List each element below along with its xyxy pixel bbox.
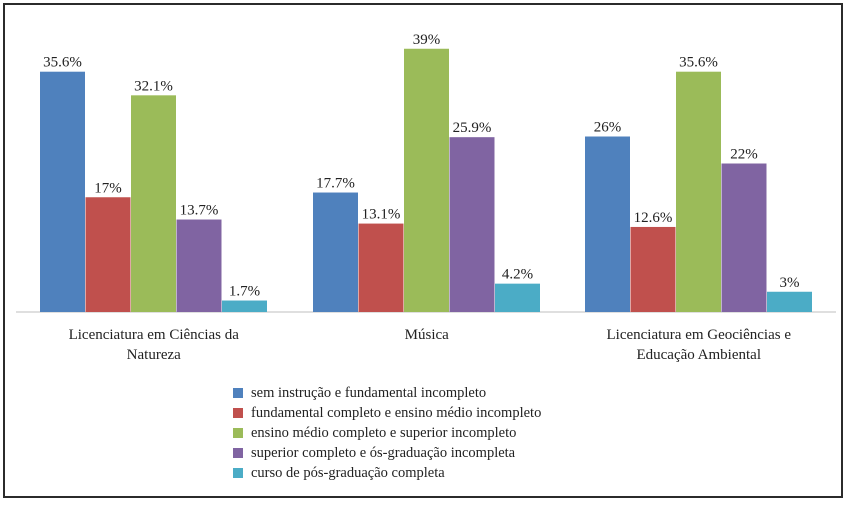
legend-item: sem instrução e fundamental incompleto: [233, 383, 653, 403]
data-label: 35.6%: [679, 55, 718, 71]
legend-swatch: [233, 468, 243, 478]
legend-swatch: [233, 448, 243, 458]
data-label: 4.2%: [502, 267, 533, 283]
legend-item: curso de pós-graduação completa: [233, 463, 653, 483]
bar-licenciatura-em-ciencias-da-natureza-series-2: [85, 197, 131, 312]
legend-item: ensino médio completo e superior incompl…: [233, 423, 653, 443]
legend-swatch: [233, 408, 243, 418]
category-label: Música: [405, 327, 450, 343]
data-label: 12.6%: [634, 210, 673, 226]
bar-licenciatura-em-geociencias-e-educacao-ambiental-series-4: [721, 163, 767, 312]
legend-label: superior completo e ós-graduação incompl…: [251, 444, 516, 461]
data-labels-group: 35.6% 17% 32.1% 13.7% 1.7% 17.7% 13.1% 39% 25.9%…: [43, 32, 799, 300]
legend-swatch: [233, 388, 243, 398]
bar-musica-series-1: [313, 192, 358, 312]
bar-series-group: [40, 48, 812, 312]
legend-label: curso de pós-graduação completa: [251, 464, 445, 481]
bar-licenciatura-em-ciencias-da-natureza-series-3: [131, 95, 176, 312]
bar-licenciatura-em-geociencias-e-educacao-ambiental-series-5: [767, 291, 812, 312]
data-label: 1.7%: [229, 284, 260, 300]
bar-musica-series-3: [404, 48, 449, 312]
bar-licenciatura-em-geociencias-e-educacao-ambiental-series-1: [585, 136, 630, 312]
data-label: 17.7%: [316, 176, 355, 192]
category-label: Natureza: [127, 347, 181, 363]
data-label: 25.9%: [453, 120, 492, 136]
bar-licenciatura-em-ciencias-da-natureza-series-4: [176, 219, 222, 312]
bar-musica-series-5: [495, 283, 540, 312]
data-label: 32.1%: [134, 78, 173, 94]
bar-musica-series-2: [358, 223, 404, 312]
data-label: 35.6%: [43, 55, 82, 71]
category-labels-group: Licenciatura em Ciências da Natureza Músic…: [69, 327, 792, 363]
legend-label: ensino médio completo e superior incompl…: [251, 424, 517, 441]
legend-label: fundamental completo e ensino médio inco…: [251, 404, 542, 421]
legend-label: sem instrução e fundamental incompleto: [251, 384, 487, 401]
bar-musica-series-4: [449, 137, 495, 312]
data-label: 13.7%: [180, 203, 219, 219]
category-label: Licenciatura em Geociências e: [607, 327, 792, 343]
legend-swatch: [233, 428, 243, 438]
data-label: 17%: [94, 180, 122, 196]
data-label: 26%: [594, 120, 622, 136]
category-label: Licenciatura em Ciências da: [69, 327, 240, 343]
data-label: 39%: [413, 32, 441, 48]
data-label: 22%: [730, 147, 758, 163]
legend-item: superior completo e ós-graduação incompl…: [233, 443, 653, 463]
bar-licenciatura-em-geociencias-e-educacao-ambiental-series-2: [630, 226, 676, 312]
data-label: 13.1%: [362, 207, 401, 223]
bar-licenciatura-em-ciencias-da-natureza-series-5: [222, 300, 267, 312]
category-label: Educação Ambiental: [636, 347, 761, 363]
legend-item: fundamental completo e ensino médio inco…: [233, 403, 653, 423]
bar-licenciatura-em-geociencias-e-educacao-ambiental-series-3: [676, 71, 721, 312]
legend: sem instrução e fundamental incompleto fu…: [233, 383, 653, 483]
bar-licenciatura-em-ciencias-da-natureza-series-1: [40, 71, 85, 312]
data-label: 3%: [780, 275, 800, 291]
